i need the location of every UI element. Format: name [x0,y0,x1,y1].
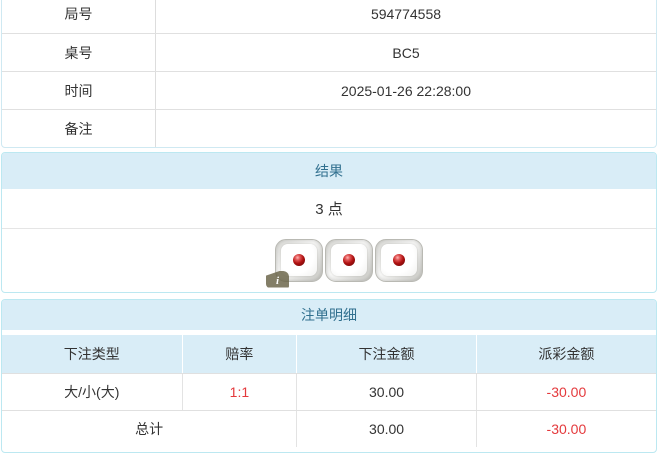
bet-details-card: 注单明细 下注类型 赔率 下注金额 派彩金额 大/小(大) 1:1 30.00 … [1,299,657,453]
remark-label: 备注 [2,110,156,147]
bet-details-table: 下注类型 赔率 下注金额 派彩金额 大/小(大) 1:1 30.00 -30.0… [2,335,656,447]
time-label: 时间 [2,72,156,109]
bet-table-header-row: 下注类型 赔率 下注金额 派彩金额 [2,335,656,373]
info-badge-icon[interactable]: i [266,270,289,288]
total-bet-amount: 30.00 [296,411,476,447]
die-pip [393,254,405,266]
odds-value: 1:1 [181,374,297,410]
die-3-icon [375,238,423,282]
table-row: 局号 594774558 [2,0,656,33]
col-header-bet-type: 下注类型 [63,346,120,362]
bet-amount-value: 30.00 [296,374,476,410]
remark-value [156,110,656,147]
time-value: 2025-01-26 22:28:00 [341,82,471,99]
die-pip [343,254,355,266]
col-header-bet-amount: 下注金额 [296,335,476,373]
game-id-value: 594774558 [370,6,442,22]
table-id-label: 桌号 [2,34,156,71]
game-info-table: 局号 594774558 桌号 BC5 时间 2025-01-26 22:28:… [1,0,657,148]
table-id-value: BC5 [392,44,420,61]
bet-table-data-row: 大/小(大) 1:1 30.00 -30.00 [2,373,656,410]
result-card-title: 结果 [2,153,656,189]
col-header-payout-amount: 派彩金额 [475,335,656,373]
result-card: 结果 3 点 i [1,152,657,293]
die-1-icon: i [266,238,323,288]
total-payout-amount: -30.00 [475,411,656,447]
die-2-icon [325,238,373,282]
table-row: 备注 [2,109,656,147]
table-row: 桌号 BC5 [2,33,656,71]
game-id-label: 局号 [2,0,156,33]
payout-amount-value: -30.00 [475,374,656,410]
bet-details-title: 注单明细 [2,300,656,335]
bet-type-value: 大/小(大) [64,384,120,400]
table-row: 时间 2025-01-26 22:28:00 [2,71,656,109]
total-label: 总计 [135,421,164,437]
die-pip [293,254,305,266]
result-points-text: 3 点 [2,189,656,229]
bet-table-total-row: 总计 30.00 -30.00 [2,410,656,447]
col-header-odds: 赔率 [181,335,297,373]
dice-row: i [22,229,656,291]
